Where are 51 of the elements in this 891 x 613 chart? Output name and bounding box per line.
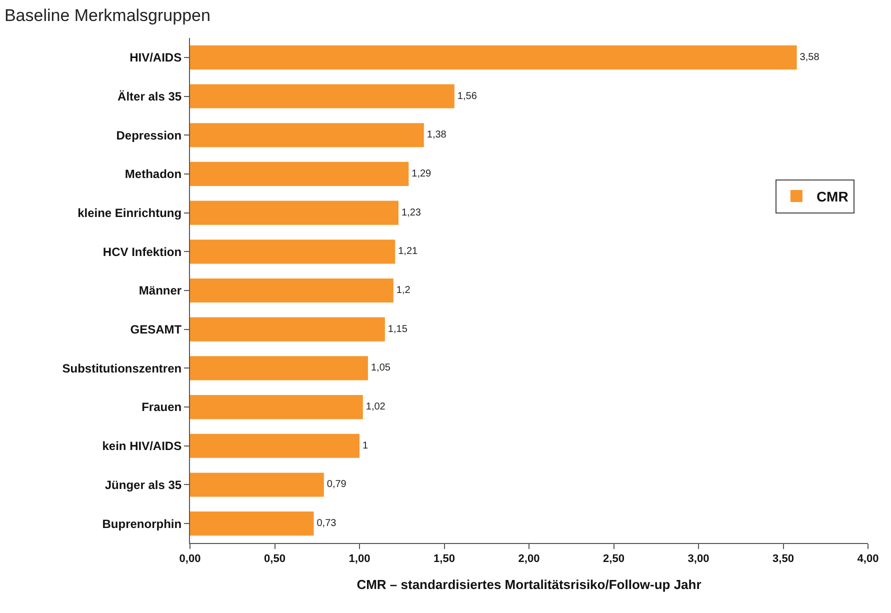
y-tick-label: Methadon bbox=[124, 167, 182, 182]
y-tick-label: Jünger als 35 bbox=[104, 478, 182, 492]
data-label: 1,21 bbox=[398, 246, 418, 258]
x-tick-label: 3,50 bbox=[772, 553, 794, 566]
data-label: 1,29 bbox=[412, 168, 432, 180]
bar bbox=[190, 84, 454, 108]
data-label: 1,02 bbox=[366, 402, 386, 413]
bar bbox=[190, 123, 424, 148]
bar bbox=[190, 317, 385, 342]
bar bbox=[190, 278, 394, 303]
bar bbox=[190, 472, 324, 497]
data-label: 1,23 bbox=[401, 207, 422, 218]
y-tick-label: GESAMT bbox=[130, 322, 182, 337]
x-tick-label: 1,00 bbox=[348, 553, 370, 566]
bar bbox=[190, 240, 396, 264]
y-tick-label: kleine Einrichtung bbox=[78, 206, 182, 220]
data-label: 0,73 bbox=[316, 518, 337, 530]
data-label: 1,15 bbox=[388, 324, 408, 335]
y-tick-label: Männer bbox=[138, 284, 182, 298]
bar bbox=[190, 200, 398, 225]
data-label: 0,79 bbox=[326, 479, 347, 490]
y-tick-label: HIV/AIDS bbox=[130, 50, 182, 65]
data-label: 1,38 bbox=[426, 130, 447, 141]
x-tick-label: 4,00 bbox=[857, 553, 879, 566]
y-tick-label: Substitutionszentren bbox=[62, 361, 182, 376]
data-label: 1 bbox=[362, 440, 368, 452]
y-tick-label: kein HIV/AIDS bbox=[102, 439, 182, 454]
bar bbox=[190, 356, 368, 380]
x-tick-label: 3,00 bbox=[688, 553, 710, 566]
y-tick-label: Depression bbox=[116, 128, 182, 142]
y-tick-label: Älter als 35 bbox=[118, 89, 182, 104]
bar bbox=[190, 512, 314, 536]
x-tick-label: 2,00 bbox=[518, 553, 540, 566]
bar bbox=[190, 434, 360, 458]
legend-label: CMR bbox=[816, 188, 848, 204]
x-tick-label: 0,50 bbox=[264, 553, 286, 566]
data-label: 1,56 bbox=[457, 90, 478, 102]
y-tick-label: Buprenorphin bbox=[102, 516, 182, 531]
x-tick-label: 2,50 bbox=[603, 553, 624, 566]
y-tick-label: HCV Infektion bbox=[102, 244, 182, 259]
data-label: 3,58 bbox=[800, 52, 820, 63]
x-tick-label: 0,00 bbox=[179, 553, 201, 566]
data-label: 1,05 bbox=[370, 362, 391, 374]
data-label: 1,2 bbox=[396, 285, 411, 296]
x-tick-label: 1,50 bbox=[434, 553, 455, 566]
bar bbox=[190, 162, 409, 186]
chart-title: Baseline Merkmalsgruppen bbox=[4, 6, 210, 26]
y-tick-label: Frauen bbox=[142, 400, 182, 414]
x-axis-title: CMR – standardisiertes Mortalitätsrisiko/Follow-up Jahr bbox=[356, 576, 702, 592]
bar bbox=[190, 45, 797, 70]
bar bbox=[190, 395, 363, 420]
